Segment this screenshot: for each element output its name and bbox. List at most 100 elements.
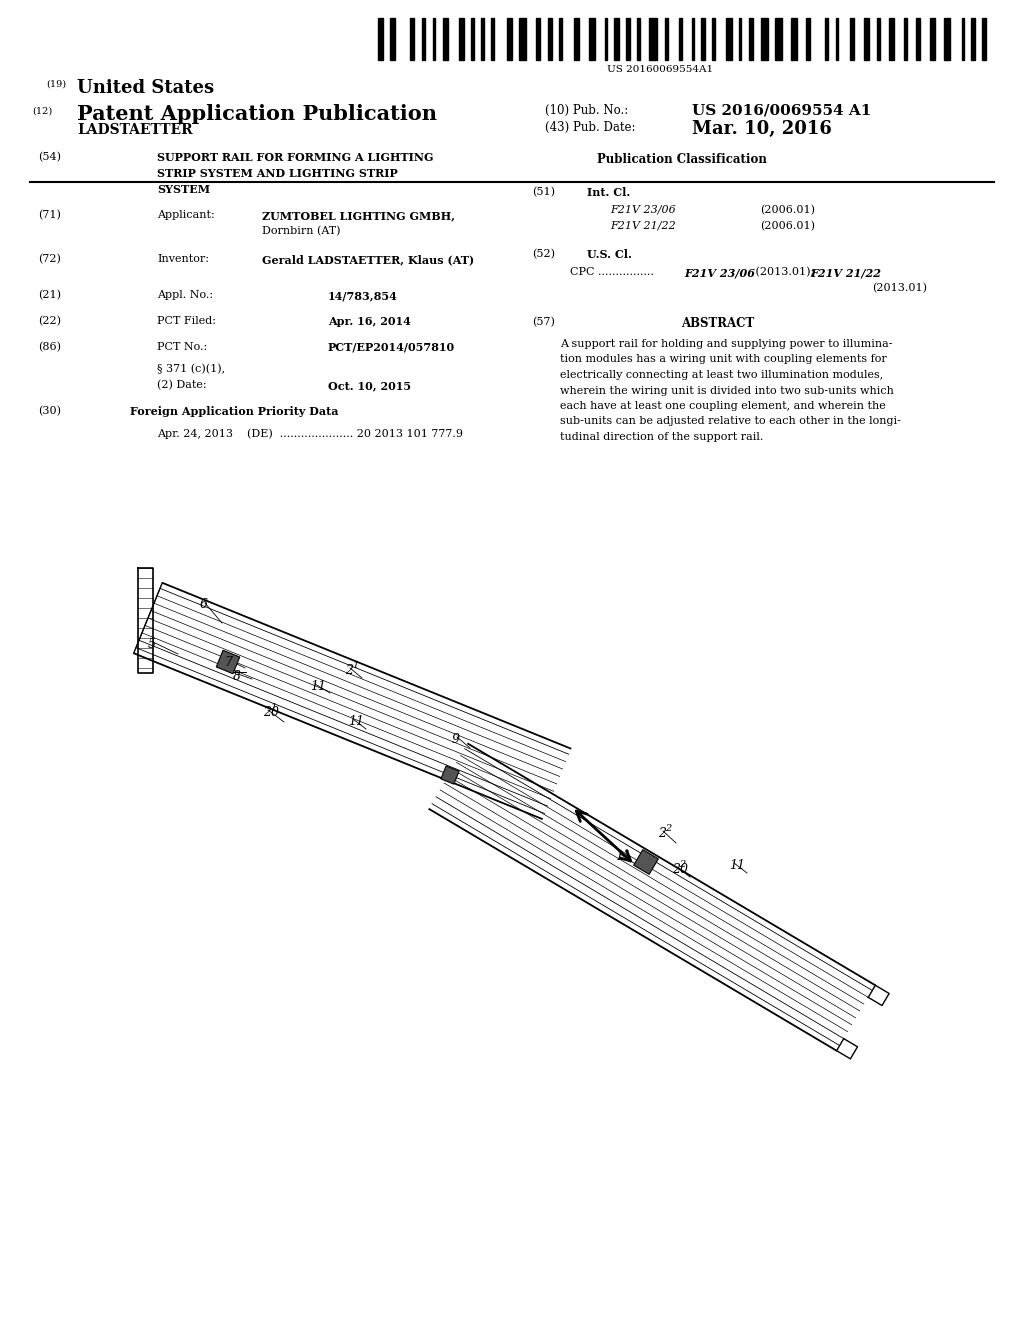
Polygon shape [216,651,240,673]
Text: tion modules has a wiring unit with coupling elements for: tion modules has a wiring unit with coup… [560,355,887,364]
Text: (2013.01): (2013.01) [872,282,927,293]
Text: (2013.01);: (2013.01); [752,267,814,277]
Text: LADSTAETTER: LADSTAETTER [77,123,193,137]
Text: 14/783,854: 14/783,854 [328,290,398,301]
Bar [390,18,395,59]
Bar [761,18,768,59]
Bar [410,18,414,59]
Text: wherein the wiring unit is divided into two sub-units which: wherein the wiring unit is divided into … [560,385,894,396]
Bar [422,18,425,59]
Bar [614,18,618,59]
Text: Foreign Application Priority Data: Foreign Application Priority Data [130,407,339,417]
Text: (57): (57) [532,317,555,327]
Text: PCT/EP2014/057810: PCT/EP2014/057810 [328,342,455,352]
Text: each have at least one coupling element, and wherein the: each have at least one coupling element,… [560,401,886,411]
Bar [519,18,526,59]
Bar [806,18,810,59]
Bar [433,18,435,59]
Text: (54): (54) [38,152,61,162]
Text: U.S. Cl.: U.S. Cl. [587,249,632,260]
Text: CPC ................: CPC ................ [570,267,654,277]
Bar [536,18,540,59]
Bar [877,18,880,59]
Text: (86): (86) [38,342,61,352]
Text: 5: 5 [148,638,156,651]
Text: F21V 21/22: F21V 21/22 [610,220,676,231]
Text: electrically connecting at least two illumination modules,: electrically connecting at least two ill… [560,370,884,380]
Bar [649,18,657,59]
Text: (22): (22) [38,315,61,326]
Text: A support rail for holding and supplying power to illumina-: A support rail for holding and supplying… [560,339,893,348]
Text: Mar. 10, 2016: Mar. 10, 2016 [692,120,831,139]
Bar [726,18,732,59]
Text: (51): (51) [532,187,555,197]
Bar [944,18,950,59]
Text: tudinal direction of the support rail.: tudinal direction of the support rail. [560,432,763,442]
Polygon shape [634,850,658,874]
Text: (12): (12) [32,107,52,116]
Text: Applicant:: Applicant: [157,210,215,220]
Text: (72): (72) [38,253,60,264]
Text: Appl. No.:: Appl. No.: [157,290,213,300]
Bar [548,18,552,59]
Text: (2006.01): (2006.01) [760,205,815,215]
Bar [459,18,464,59]
Text: 2: 2 [658,828,666,840]
Text: 11: 11 [348,715,364,729]
Text: STRIP SYSTEM AND LIGHTING STRIP: STRIP SYSTEM AND LIGHTING STRIP [157,168,397,180]
Bar [443,18,449,59]
Text: sub-units can be adjusted relative to each other in the longi-: sub-units can be adjusted relative to ea… [560,417,901,426]
Text: SUPPORT RAIL FOR FORMING A LIGHTING: SUPPORT RAIL FOR FORMING A LIGHTING [157,152,433,162]
Bar [626,18,630,59]
Text: F21V 23/06: F21V 23/06 [684,267,755,279]
Text: Dornbirn (AT): Dornbirn (AT) [262,226,341,236]
Text: § 371 (c)(1),: § 371 (c)(1), [157,364,225,375]
Text: 20: 20 [263,706,279,719]
Bar [665,18,668,59]
Bar [701,18,705,59]
Text: ZUMTOBEL LIGHTING GMBH,: ZUMTOBEL LIGHTING GMBH, [262,210,455,220]
Text: (43) Pub. Date:: (43) Pub. Date: [545,121,636,135]
Bar [916,18,920,59]
Bar [904,18,907,59]
Text: 11: 11 [310,680,326,693]
Bar [574,18,579,59]
Bar [637,18,640,59]
Bar [559,18,562,59]
Text: US 20160069554A1: US 20160069554A1 [607,65,713,74]
Text: Oct. 10, 2015: Oct. 10, 2015 [328,380,411,391]
Bar [739,18,741,59]
Text: 20: 20 [672,863,688,876]
Bar [791,18,797,59]
Bar [749,18,753,59]
Text: PCT Filed:: PCT Filed: [157,315,216,326]
Text: PCT No.:: PCT No.: [157,342,207,352]
Bar [679,18,682,59]
Text: 1: 1 [270,704,276,711]
Text: 8: 8 [233,671,241,682]
Bar [507,18,512,59]
Text: (30): (30) [38,407,61,416]
Bar [589,18,595,59]
Text: 9: 9 [452,733,460,746]
Text: Patent Application Publication: Patent Application Publication [77,104,437,124]
Text: (10) Pub. No.:: (10) Pub. No.: [545,104,629,117]
Text: 11: 11 [615,850,631,863]
Bar [378,18,383,59]
Bar [490,18,494,59]
Text: Apr. 24, 2013    (DE)  ..................... 20 2013 101 777.9: Apr. 24, 2013 (DE) .....................… [157,428,463,438]
Bar [836,18,838,59]
Bar [930,18,935,59]
Bar [864,18,869,59]
Bar [962,18,964,59]
Text: 6: 6 [200,598,208,611]
Bar [471,18,474,59]
Text: 2: 2 [679,861,685,869]
Text: 1: 1 [352,661,358,671]
Text: ABSTRACT: ABSTRACT [681,317,755,330]
Text: 2: 2 [345,664,353,677]
Bar [712,18,715,59]
Bar [889,18,894,59]
Text: F21V 23/06: F21V 23/06 [610,205,676,215]
Bar [982,18,986,59]
